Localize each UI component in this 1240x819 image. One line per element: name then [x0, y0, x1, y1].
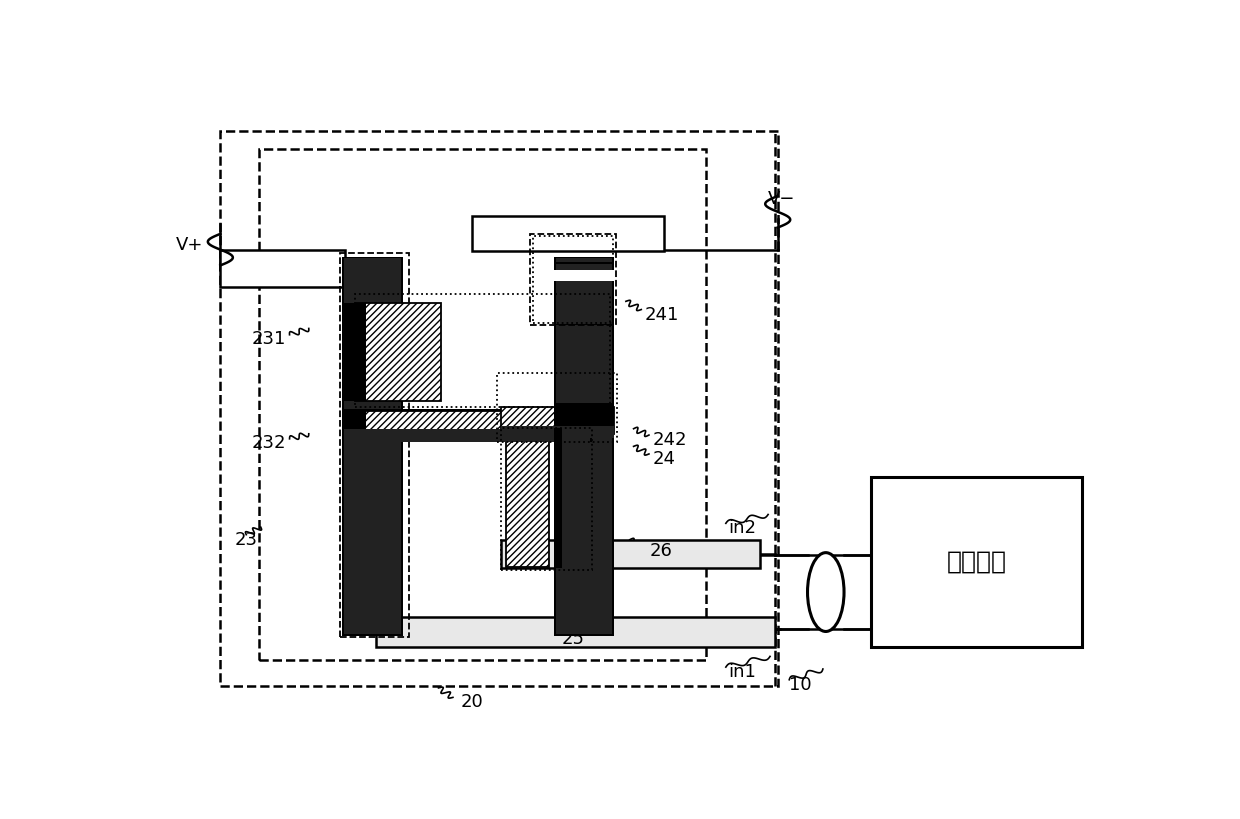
Text: V−: V− [768, 190, 796, 208]
Text: 241: 241 [645, 305, 680, 324]
Bar [342, 303, 367, 401]
Text: V+: V+ [176, 236, 203, 254]
Bar [533, 237, 614, 324]
Bar [554, 269, 614, 281]
Bar [376, 617, 775, 647]
Text: 20: 20 [461, 694, 484, 712]
Bar [529, 234, 616, 325]
Text: 24: 24 [652, 450, 676, 468]
Bar [340, 253, 409, 637]
Bar [472, 216, 665, 251]
Bar [342, 410, 593, 442]
Bar [554, 257, 614, 636]
Bar [501, 426, 614, 437]
Bar [221, 250, 345, 287]
Bar [221, 131, 777, 686]
Bar [345, 429, 590, 442]
Bar [497, 373, 618, 442]
Bar [501, 428, 593, 570]
Bar [357, 411, 583, 441]
Bar [501, 407, 614, 434]
Bar [259, 149, 706, 659]
Bar [355, 303, 441, 401]
Bar [563, 410, 593, 442]
Bar [345, 259, 401, 634]
Text: 242: 242 [652, 431, 687, 449]
Bar [506, 428, 549, 568]
Bar [501, 540, 760, 568]
Bar [342, 257, 403, 636]
Text: in1: in1 [728, 663, 755, 681]
Text: 26: 26 [650, 542, 673, 560]
Text: 25: 25 [562, 630, 584, 648]
Bar [554, 262, 614, 325]
Bar [556, 264, 613, 324]
Bar [554, 403, 614, 437]
Text: 10: 10 [789, 676, 812, 694]
Bar [355, 294, 610, 407]
Bar [554, 428, 562, 568]
Text: 232: 232 [252, 434, 285, 452]
Text: 转子绕组: 转子绕组 [946, 550, 1007, 574]
Text: in2: in2 [728, 519, 755, 537]
Text: 23: 23 [234, 531, 258, 549]
Bar [870, 477, 1083, 647]
Bar [342, 410, 367, 442]
Text: 231: 231 [252, 330, 285, 348]
Ellipse shape [807, 553, 844, 631]
Bar [556, 259, 613, 634]
